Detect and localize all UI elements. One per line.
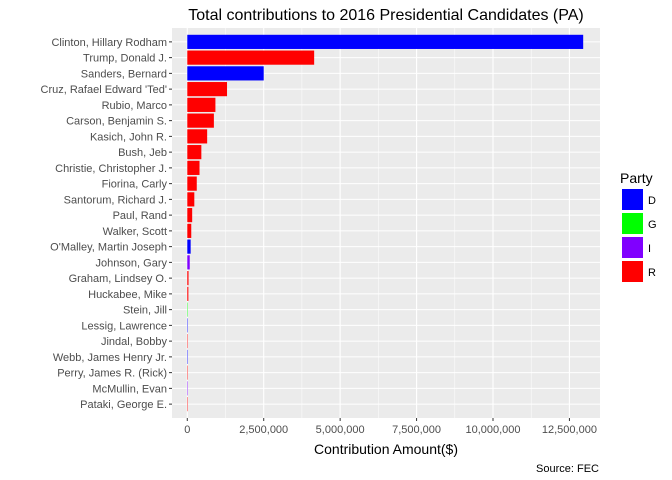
y-tick-label: Trump, Donald J. bbox=[83, 53, 167, 65]
y-tick-label: O'Malley, Martin Joseph bbox=[50, 242, 167, 254]
bar bbox=[187, 192, 194, 206]
bar bbox=[187, 145, 201, 159]
y-tick-label: Rubio, Marco bbox=[102, 100, 167, 112]
bar bbox=[187, 35, 583, 49]
y-tick-label: Cruz, Rafael Edward 'Ted' bbox=[41, 84, 167, 96]
y-tick-label: Stein, Jill bbox=[123, 305, 167, 317]
chart-title: Total contributions to 2016 Presidential… bbox=[188, 7, 583, 24]
x-tick-label: 7,500,000 bbox=[392, 424, 441, 436]
bar bbox=[187, 177, 196, 191]
y-tick-label: Carson, Benjamin S. bbox=[66, 116, 167, 128]
x-tick-label: 5,000,000 bbox=[316, 424, 365, 436]
legend-key bbox=[622, 261, 643, 282]
bar bbox=[187, 224, 191, 238]
y-tick-label: McMullin, Evan bbox=[92, 383, 167, 395]
y-tick-label: Perry, James R. (Rick) bbox=[57, 368, 167, 380]
y-tick-label: Fiorina, Carly bbox=[102, 179, 168, 191]
bar bbox=[187, 161, 199, 175]
bar bbox=[187, 82, 227, 96]
x-tick-label: 10,000,000 bbox=[465, 424, 520, 436]
y-tick-label: Christie, Christopher J. bbox=[55, 163, 167, 175]
legend-label: I bbox=[648, 243, 651, 255]
bar bbox=[187, 51, 314, 65]
y-tick-label: Lessig, Lawrence bbox=[81, 320, 167, 332]
y-tick-label: Santorum, Richard J. bbox=[64, 194, 167, 206]
y-tick-label: Jindal, Bobby bbox=[101, 336, 168, 348]
x-tick-labels: 0 2,500,000 5,000,000 7,500,000 10,000,000 12… bbox=[184, 418, 597, 436]
bar bbox=[187, 98, 215, 112]
y-tick-label: Webb, James Henry Jr. bbox=[53, 352, 167, 364]
legend-label: G bbox=[648, 219, 657, 231]
chart-caption: Source: FEC bbox=[536, 463, 599, 475]
bar bbox=[187, 114, 214, 128]
y-tick-label: Pataki, George E. bbox=[80, 399, 167, 411]
y-tick-label: Walker, Scott bbox=[103, 226, 167, 238]
y-tick-label: Graham, Lindsey O. bbox=[69, 273, 167, 285]
legend-label: D bbox=[648, 195, 656, 207]
bar bbox=[187, 129, 207, 143]
x-tick-label: 0 bbox=[184, 424, 190, 436]
bar bbox=[187, 271, 188, 285]
y-tick-label: Huckabee, Mike bbox=[88, 289, 167, 301]
y-tick-label: Paul, Rand bbox=[113, 210, 167, 222]
legend-key bbox=[622, 189, 643, 210]
y-tick-label: Kasich, John R. bbox=[90, 131, 167, 143]
x-tick-label: 2,500,000 bbox=[239, 424, 288, 436]
legend-key bbox=[622, 237, 643, 258]
bar bbox=[187, 208, 192, 222]
bar bbox=[187, 287, 188, 301]
plot-panel bbox=[172, 28, 600, 418]
bar bbox=[187, 240, 190, 254]
x-axis-title: Contribution Amount($) bbox=[314, 441, 458, 457]
legend-label: R bbox=[648, 267, 656, 279]
x-tick-label: 12,500,000 bbox=[542, 424, 597, 436]
legend-title: Party bbox=[620, 170, 653, 186]
y-tick-label: Clinton, Hillary Rodham bbox=[51, 37, 167, 49]
y-tick-label: Johnson, Gary bbox=[95, 257, 167, 269]
legend-key bbox=[622, 213, 643, 234]
y-tick-label: Bush, Jeb bbox=[118, 147, 167, 159]
bar bbox=[187, 255, 189, 269]
y-tick-label: Sanders, Bernard bbox=[81, 68, 167, 80]
y-tick-labels: Clinton, Hillary Rodham Trump, Donald J. S… bbox=[41, 37, 172, 411]
bar bbox=[187, 66, 263, 80]
